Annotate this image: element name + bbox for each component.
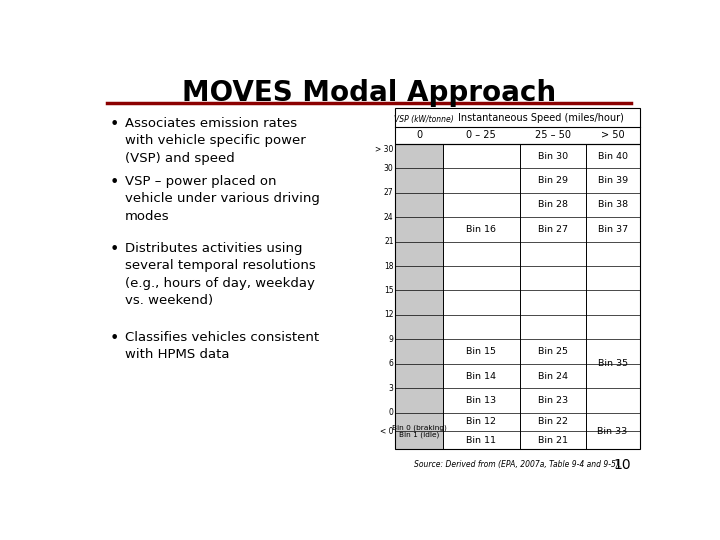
- Text: Source: Derived from (EPA, 2007a, Table 9-4 and 9-5).: Source: Derived from (EPA, 2007a, Table …: [414, 460, 621, 469]
- Text: 12: 12: [384, 310, 394, 320]
- Text: 6: 6: [389, 359, 394, 368]
- Text: •: •: [109, 175, 119, 190]
- Text: Associates emission rates
with vehicle specific power
(VSP) and speed: Associates emission rates with vehicle s…: [125, 117, 306, 165]
- Text: Instantaneous Speed (miles/hour): Instantaneous Speed (miles/hour): [458, 113, 624, 123]
- Text: Classifies vehicles consistent
with HPMS data: Classifies vehicles consistent with HPMS…: [125, 331, 319, 361]
- Text: 30: 30: [384, 164, 394, 173]
- Text: Bin 0 (braking)
Bin 1 (idle): Bin 0 (braking) Bin 1 (idle): [392, 424, 446, 438]
- Text: Bin 37: Bin 37: [598, 225, 628, 234]
- Text: 10: 10: [613, 458, 631, 472]
- Text: Bin 40: Bin 40: [598, 152, 628, 160]
- Text: 0 – 25: 0 – 25: [467, 131, 496, 140]
- Text: > 50: > 50: [600, 131, 624, 140]
- Text: 25 – 50: 25 – 50: [534, 131, 570, 140]
- Text: 3: 3: [389, 384, 394, 393]
- Text: 18: 18: [384, 261, 394, 271]
- Text: Bin 25: Bin 25: [538, 347, 567, 356]
- Text: 0: 0: [389, 408, 394, 417]
- Text: 0: 0: [416, 131, 422, 140]
- Text: Bin 29: Bin 29: [538, 176, 567, 185]
- Text: 9: 9: [389, 335, 394, 344]
- Text: Bin 24: Bin 24: [538, 372, 567, 381]
- Text: Bin 14: Bin 14: [466, 372, 496, 381]
- Text: 15: 15: [384, 286, 394, 295]
- Text: VSP (kW/tonne): VSP (kW/tonne): [394, 115, 454, 124]
- Bar: [395, 109, 639, 144]
- Text: Bin 35: Bin 35: [598, 359, 628, 368]
- Text: Bin 11: Bin 11: [466, 436, 496, 445]
- Text: Bin 27: Bin 27: [538, 225, 567, 234]
- Text: •: •: [109, 331, 119, 346]
- Text: Bin 21: Bin 21: [538, 436, 567, 445]
- Text: Bin 38: Bin 38: [598, 200, 628, 210]
- Text: < 0: < 0: [380, 427, 394, 436]
- Text: Bin 13: Bin 13: [466, 396, 496, 405]
- Text: Bin 15: Bin 15: [466, 347, 496, 356]
- Text: Bin 12: Bin 12: [466, 417, 496, 427]
- Text: MOVES Modal Approach: MOVES Modal Approach: [182, 79, 556, 107]
- Text: VSP – power placed on
vehicle under various driving
modes: VSP – power placed on vehicle under vari…: [125, 175, 320, 223]
- Text: Bin 33: Bin 33: [598, 427, 628, 436]
- Text: •: •: [109, 117, 119, 132]
- Text: Distributes activities using
several temporal resolutions
(e.g., hours of day, w: Distributes activities using several tem…: [125, 241, 316, 307]
- Text: •: •: [109, 241, 119, 256]
- Text: 27: 27: [384, 188, 394, 197]
- Text: Bin 30: Bin 30: [538, 152, 567, 160]
- Text: Bin 39: Bin 39: [598, 176, 628, 185]
- Text: Bin 28: Bin 28: [538, 200, 567, 210]
- Text: Bin 22: Bin 22: [538, 417, 567, 427]
- Bar: [395, 144, 639, 449]
- Text: Bin 16: Bin 16: [466, 225, 496, 234]
- Text: > 30: > 30: [375, 145, 394, 154]
- Text: 21: 21: [384, 237, 394, 246]
- Bar: [395, 144, 443, 449]
- Text: 24: 24: [384, 213, 394, 221]
- Text: Bin 23: Bin 23: [538, 396, 567, 405]
